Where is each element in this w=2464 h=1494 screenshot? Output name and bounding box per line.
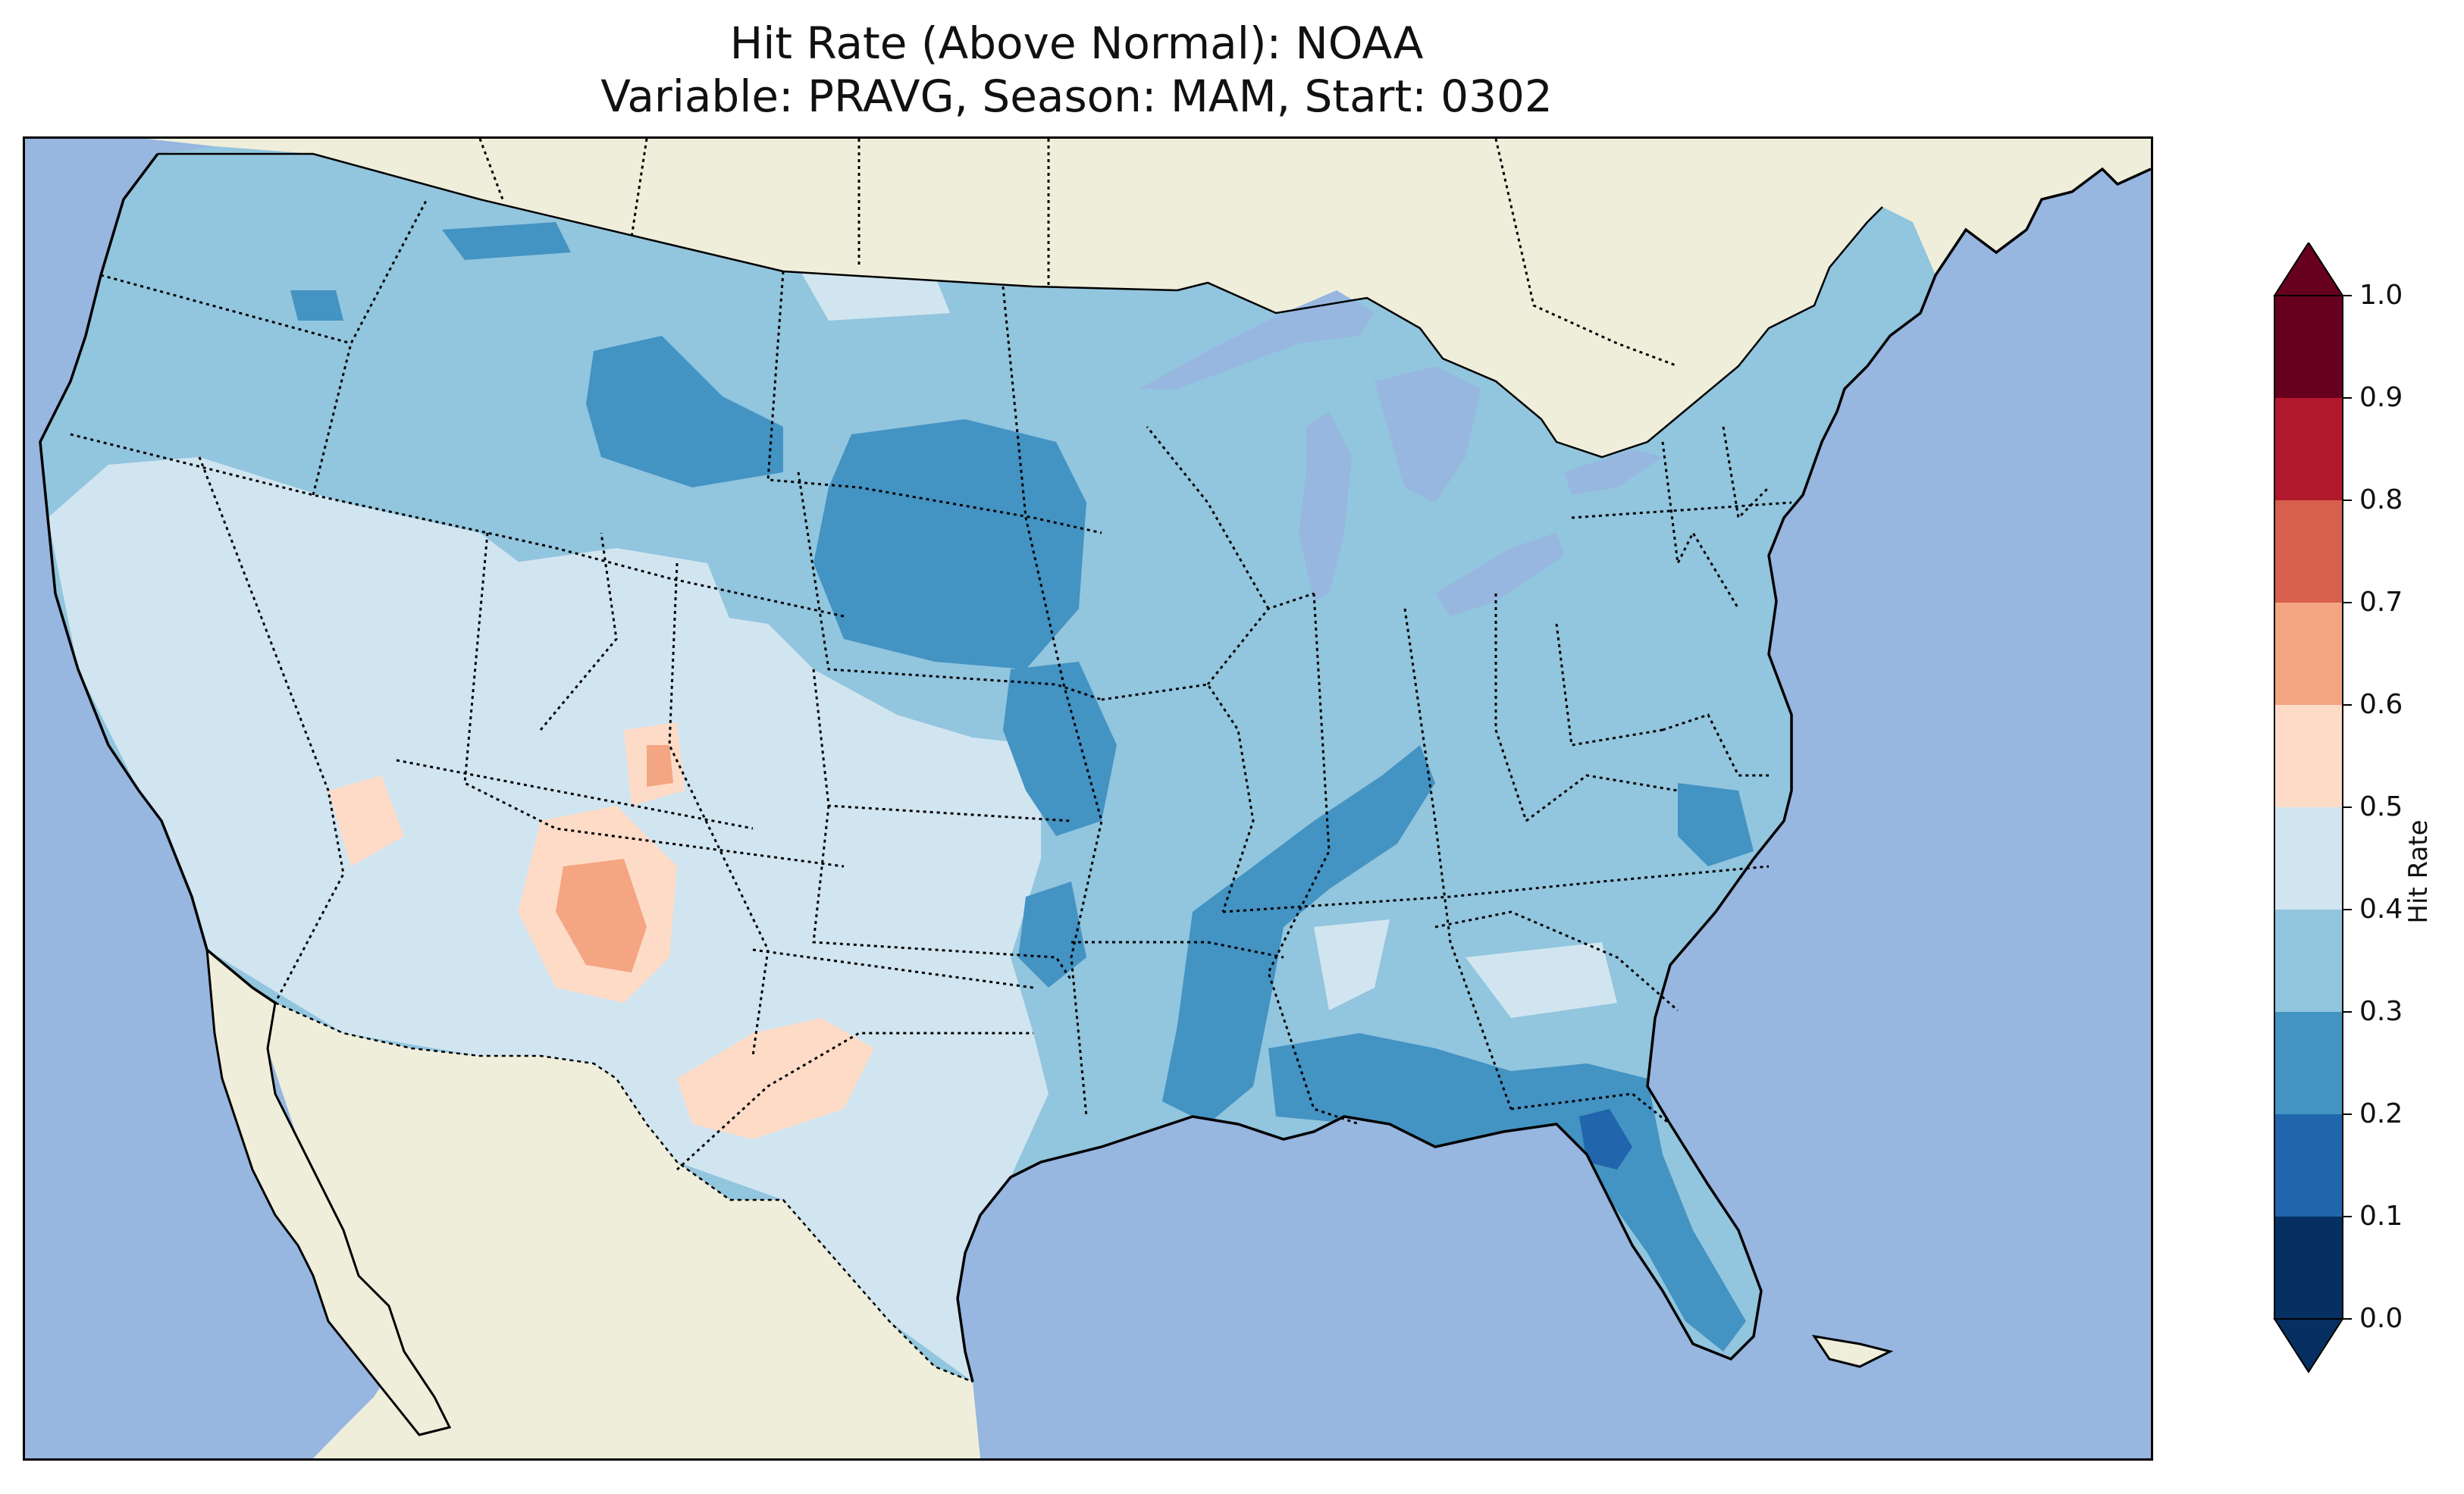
- field-az-nm-0.6-0.7: [556, 859, 647, 973]
- colorbar-bin-2: [2274, 1012, 2343, 1114]
- field-ut-core-0.6-0.7: [647, 745, 673, 787]
- colorbar-ticks: [2343, 295, 2352, 1320]
- colorbar-bin-1: [2274, 1114, 2343, 1217]
- field-oklahoma-0.2-0.3: [1018, 882, 1086, 988]
- colorbar-tick-label: 0.8: [2359, 484, 2403, 515]
- cuba-island: [1811, 1334, 1894, 1368]
- lake-superior: [1140, 290, 1375, 389]
- field-va-0.2-0.3: [1678, 783, 1754, 866]
- field-wa-0.2-0.3: [290, 290, 343, 321]
- field-dakotas-0.2-0.3: [813, 419, 1086, 669]
- field-nebraska-0.2-0.3: [1003, 662, 1117, 836]
- colorbar-bins: [2274, 296, 2343, 1319]
- colorbar-bin-3: [2274, 910, 2343, 1012]
- great-lakes: [1140, 290, 1663, 616]
- colorbar-bin-9: [2274, 296, 2343, 398]
- colorbar-tick-label: 0.7: [2359, 587, 2403, 618]
- colorbar: [2273, 243, 2352, 1373]
- state-borders: [70, 199, 1792, 1171]
- colorbar-bin-8: [2274, 398, 2343, 500]
- colorbar-tick-label: 0.0: [2359, 1303, 2403, 1334]
- field-montana-0.2-0.3: [586, 336, 783, 487]
- title-line-1: Hit Rate (Above Normal): NOAA: [729, 17, 1424, 69]
- lake-ontario: [1564, 449, 1663, 495]
- us-canada-border: [158, 152, 1883, 459]
- lake-huron: [1375, 366, 1481, 503]
- colorbar-bin-0: [2274, 1217, 2343, 1319]
- colorbar-label: Hit Rate: [2403, 819, 2434, 924]
- colorbar-bin-7: [2274, 500, 2343, 603]
- colorbar-tick-label: 0.1: [2359, 1201, 2403, 1232]
- colorbar-tick-label: 0.9: [2359, 382, 2403, 413]
- field-nv-0.5-0.6: [328, 775, 404, 866]
- map-frame: [23, 136, 2153, 1461]
- field-miss-valley-0.2-0.3: [1162, 745, 1435, 1124]
- colorbar-bin-4: [2274, 807, 2343, 910]
- colorbar-over-arrow: [2273, 243, 2344, 296]
- field-gulf-0.2-0.3: [1268, 1033, 1746, 1351]
- colorbar-bin-6: [2274, 603, 2343, 705]
- field-se-patch: [1314, 919, 1390, 1010]
- field-ne-patch: [798, 268, 950, 321]
- title-line-2: Variable: PRAVG, Season: MAM, Start: 030…: [600, 70, 1553, 122]
- chart-title: Hit Rate (Above Normal): NOAA Variable: …: [0, 17, 2153, 123]
- us-mexico-border: [274, 1001, 973, 1383]
- field-id-0.2-0.3: [442, 222, 571, 260]
- field-florida-0.1-0.2: [1579, 1109, 1632, 1170]
- lake-michigan: [1299, 412, 1352, 601]
- field-georgia-patch: [1466, 942, 1617, 1018]
- map-svg: [39, 139, 2151, 1458]
- mexico-land: [268, 1003, 980, 1458]
- colorbar-tick-label: 0.3: [2359, 996, 2403, 1027]
- colorbar-tick-label: 1.0: [2359, 280, 2403, 311]
- colorbar-bin-5: [2274, 705, 2343, 807]
- baja-peninsula: [205, 947, 452, 1436]
- lake-erie: [1435, 533, 1564, 616]
- colorbar-tick-label: 0.4: [2359, 894, 2403, 925]
- province-borders: [478, 139, 1679, 368]
- colorbar-tick-label: 0.6: [2359, 689, 2403, 720]
- field-west-tx-0.5-0.6: [677, 1018, 874, 1139]
- colorbar-tick-label: 0.2: [2359, 1098, 2403, 1129]
- colorbar-under-arrow: [2273, 1318, 2344, 1373]
- field-colorado-0.4-0.5: [510, 548, 738, 730]
- colorbar-tick-label: 0.5: [2359, 791, 2403, 822]
